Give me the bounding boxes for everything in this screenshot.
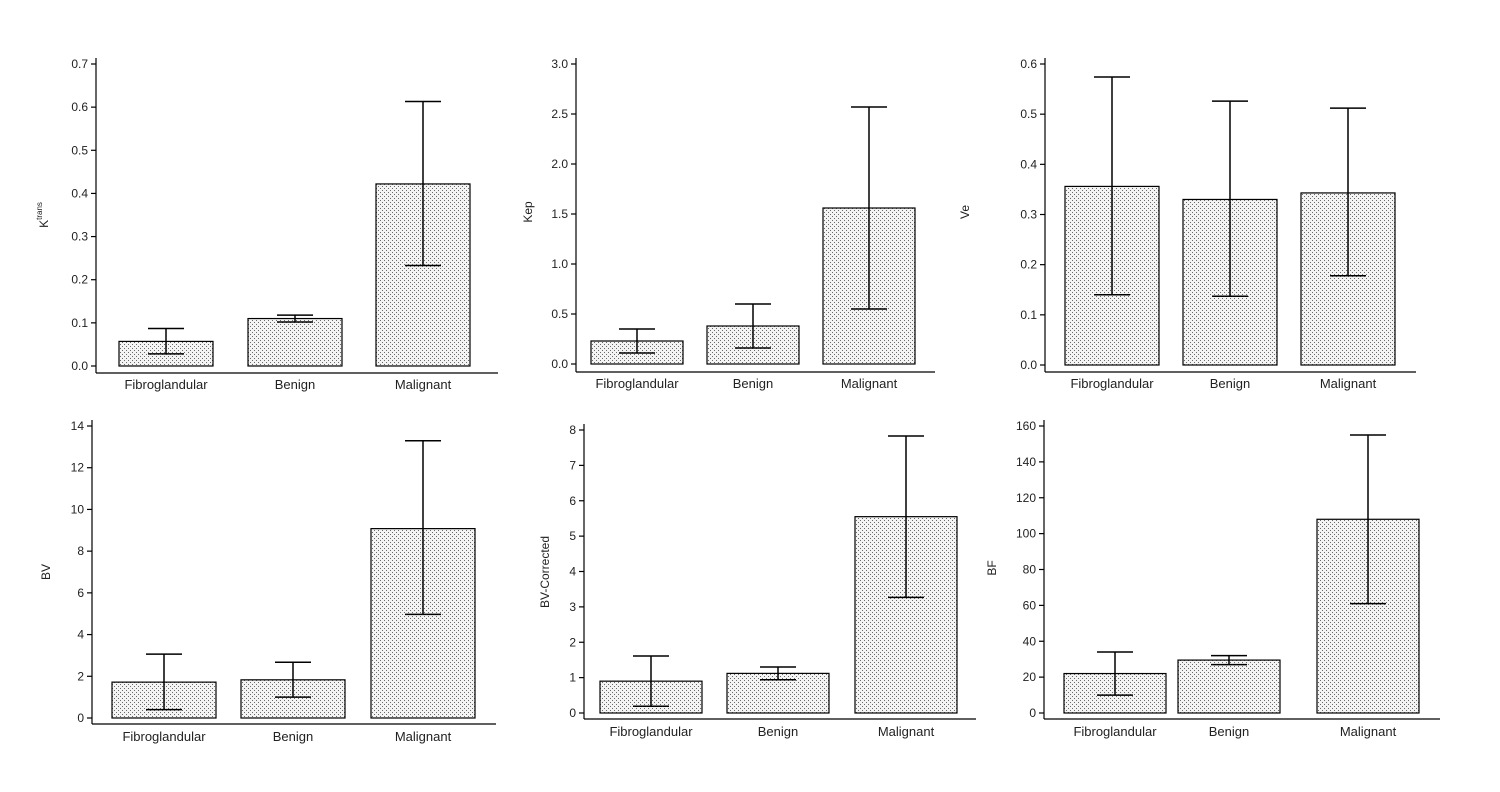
category-label-benign: Benign [275, 377, 315, 392]
category-label-fibroglandular: Fibroglandular [1070, 376, 1154, 391]
y-tick-label: 8 [569, 423, 576, 437]
y-axis-label: BF [985, 560, 999, 575]
y-tick-label: 120 [1016, 491, 1036, 505]
y-tick-label: 2.0 [551, 157, 568, 171]
category-label-benign: Benign [1209, 724, 1249, 739]
y-tick-label: 160 [1016, 419, 1036, 433]
y-axis-label-text: K [37, 220, 51, 228]
category-label-malignant: Malignant [1340, 724, 1397, 739]
panel-ve: 0.0 0.1 0.2 0.3 0.4 0.5 0.6 Ve Fibroglandular Ben… [958, 57, 1416, 391]
y-tick-label: 0.7 [71, 57, 88, 71]
y-axis-label: BV [39, 564, 53, 580]
y-tick-label: 80 [1023, 563, 1037, 577]
y-tick-label: 0.2 [71, 273, 88, 287]
category-label-fibroglandular: Fibroglandular [1073, 724, 1157, 739]
y-tick-label: 2.5 [551, 107, 568, 121]
y-tick-label: 5 [569, 529, 576, 543]
category-label-malignant: Malignant [1320, 376, 1377, 391]
y-tick-label: 40 [1023, 634, 1037, 648]
y-tick-label: 0.2 [1020, 258, 1037, 272]
y-tick-label: 60 [1023, 598, 1037, 612]
y-tick-label: 0 [569, 706, 576, 720]
y-tick-label: 3.0 [551, 57, 568, 71]
y-tick-label: 0.5 [71, 143, 88, 157]
category-label-benign: Benign [733, 376, 773, 391]
category-label-fibroglandular: Fibroglandular [595, 376, 679, 391]
panel-bv-corrected: 0 1 2 3 4 5 6 7 8 BV-Corrected Fibroglandular Benig… [538, 423, 976, 739]
y-axis-label: Ktrans [35, 202, 51, 228]
y-tick-label: 0.3 [1020, 208, 1037, 222]
y-tick-label: 0.5 [551, 307, 568, 321]
y-axis-label: BV-Corrected [538, 536, 552, 608]
y-tick-label: 20 [1023, 670, 1037, 684]
y-tick-label: 0.5 [1020, 107, 1037, 121]
y-tick-label: 0.1 [1020, 308, 1037, 322]
y-tick-label: 3 [569, 600, 576, 614]
y-tick-label: 0 [77, 711, 84, 725]
category-label-fibroglandular: Fibroglandular [124, 377, 208, 392]
category-label-fibroglandular: Fibroglandular [609, 724, 693, 739]
y-axis-label: Kep [521, 201, 535, 223]
y-tick-label: 2 [569, 635, 576, 649]
category-label-benign: Benign [1210, 376, 1250, 391]
y-tick-label: 0.6 [71, 100, 88, 114]
y-tick-label: 4 [569, 565, 576, 579]
y-tick-label: 0.4 [71, 186, 88, 200]
category-label-fibroglandular: Fibroglandular [122, 729, 206, 744]
y-tick-label: 0.4 [1020, 157, 1037, 171]
y-tick-label: 8 [77, 544, 84, 558]
y-tick-label: 0.1 [71, 316, 88, 330]
y-axis-label-text: BV-Corrected [538, 536, 552, 608]
panel-ktrans: 0.0 0.1 0.2 0.3 0.4 0.5 0.6 0.7 Ktrans Fibrogland… [35, 57, 498, 392]
bar-benign [1177, 659, 1281, 714]
y-tick-label: 0.0 [1020, 358, 1037, 372]
y-tick-label: 1.0 [551, 257, 568, 271]
y-axis-label-text: Ve [958, 205, 972, 219]
y-tick-label: 12 [71, 461, 85, 475]
y-tick-label: 0.3 [71, 230, 88, 244]
y-axis-label-text: BF [985, 560, 999, 575]
category-label-malignant: Malignant [878, 724, 935, 739]
y-axis-label: Ve [958, 205, 972, 219]
y-tick-label: 1 [569, 671, 576, 685]
category-label-malignant: Malignant [395, 729, 452, 744]
y-tick-label: 4 [77, 628, 84, 642]
y-tick-label: 0.0 [71, 359, 88, 373]
panel-kep: 0.0 0.5 1.0 1.5 2.0 2.5 3.0 Kep Fibroglandular Be… [521, 57, 935, 391]
y-tick-label: 1.5 [551, 207, 568, 221]
category-label-benign: Benign [273, 729, 313, 744]
y-tick-label: 100 [1016, 527, 1036, 541]
y-tick-label: 7 [569, 458, 576, 472]
panel-bf: 0 20 40 60 80 100 120 140 160 BF Fibroglandular Ben… [985, 419, 1440, 739]
y-tick-label: 2 [77, 669, 84, 683]
category-label-benign: Benign [758, 724, 798, 739]
y-axis-label-text: BV [39, 564, 53, 580]
panel-bv: 0 2 4 6 8 10 12 14 BV Fibroglandular Benign Maligna… [39, 419, 496, 744]
y-tick-label: 14 [71, 419, 85, 433]
y-axis-label-superscript: trans [35, 202, 44, 220]
y-tick-label: 6 [77, 586, 84, 600]
category-label-malignant: Malignant [395, 377, 452, 392]
y-tick-label: 0.6 [1020, 57, 1037, 71]
category-label-malignant: Malignant [841, 376, 898, 391]
y-axis-label-text: Kep [521, 201, 535, 223]
y-tick-label: 0 [1029, 706, 1036, 720]
y-tick-label: 140 [1016, 455, 1036, 469]
y-tick-label: 6 [569, 494, 576, 508]
bar-benign [247, 317, 343, 367]
y-tick-label: 0.0 [551, 357, 568, 371]
y-tick-label: 10 [71, 502, 85, 516]
